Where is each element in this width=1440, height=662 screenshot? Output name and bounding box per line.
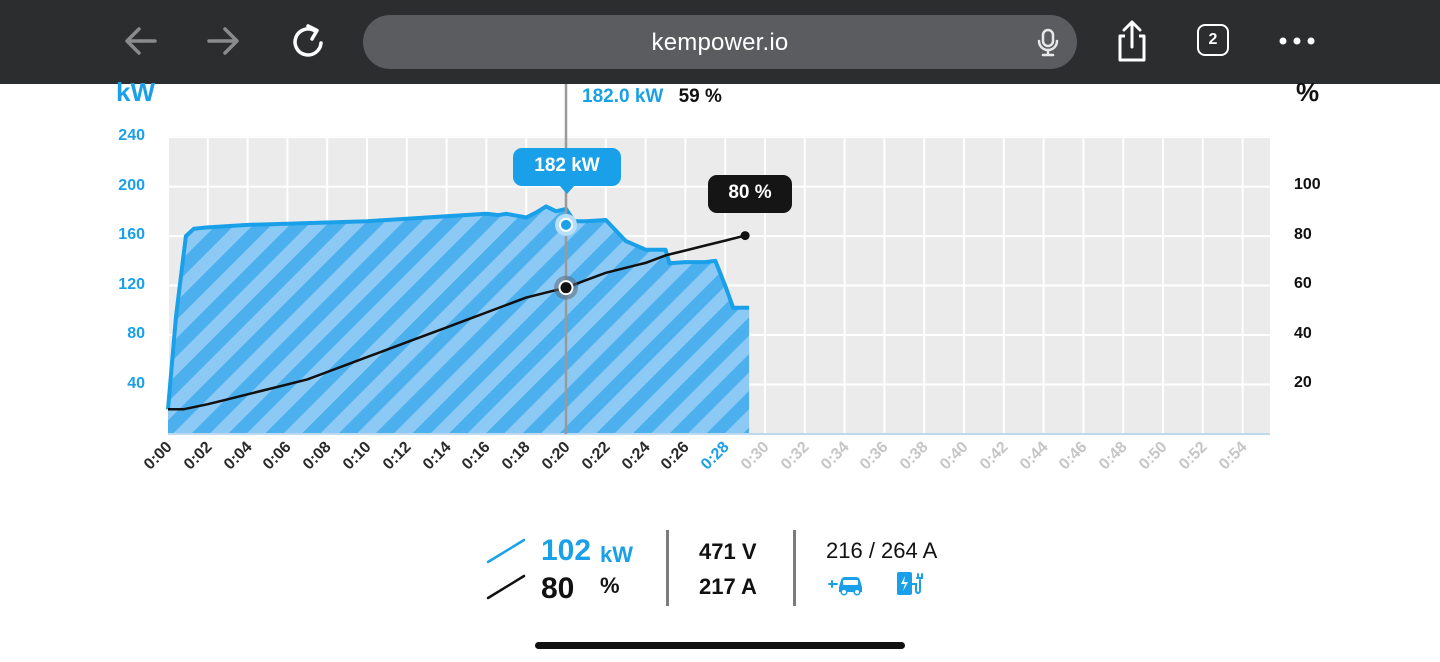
cursor-readout: 182.0 kW 59 % xyxy=(582,86,722,108)
right-y-tick: 60 xyxy=(1294,275,1312,293)
power-value: 102 xyxy=(541,534,592,567)
soc-value: 80 xyxy=(541,572,575,605)
forward-button[interactable] xyxy=(200,18,246,64)
share-icon xyxy=(1118,20,1146,62)
stats-divider-1 xyxy=(666,530,669,606)
reload-icon xyxy=(293,24,323,57)
share-button[interactable] xyxy=(1109,18,1155,64)
current-value: 217 A xyxy=(699,574,757,599)
more-button[interactable] xyxy=(1274,18,1320,64)
left-y-tick: 200 xyxy=(118,176,145,194)
more-icon xyxy=(1279,37,1315,45)
left-y-tick: 160 xyxy=(118,226,145,244)
left-y-tick: 240 xyxy=(118,127,145,145)
microphone-icon[interactable] xyxy=(1037,28,1059,58)
readout-power: 182.0 kW xyxy=(582,86,664,107)
left-axis-unit: kW xyxy=(116,77,155,107)
right-y-tick: 20 xyxy=(1294,374,1312,392)
back-arrow-icon xyxy=(125,27,157,55)
reload-button[interactable] xyxy=(285,18,331,64)
tabs-button[interactable]: 2 xyxy=(1197,24,1229,56)
readout-soc: 59 % xyxy=(678,86,722,107)
soc-line xyxy=(168,234,746,411)
stats-divider-2 xyxy=(793,530,796,606)
car-charging-icon xyxy=(828,577,862,596)
power-unit: kW xyxy=(600,542,633,567)
voltage-value: 471 V xyxy=(699,539,757,564)
right-axis-unit: % xyxy=(1296,77,1320,107)
right-y-tick: 80 xyxy=(1294,225,1312,243)
left-y-tick: 80 xyxy=(127,325,145,343)
right-y-tick: 100 xyxy=(1294,176,1321,193)
power-line xyxy=(166,204,750,410)
power-cursor-point[interactable] xyxy=(559,217,573,232)
soc-end-point xyxy=(740,231,750,241)
soc-cursor-point[interactable] xyxy=(558,280,574,296)
left-y-tick: 120 xyxy=(118,275,145,293)
back-button[interactable] xyxy=(118,18,164,64)
address-bar[interactable]: kempower.io xyxy=(363,15,1077,69)
home-indicator[interactable] xyxy=(535,642,905,649)
current-limits: 216 / 264 A xyxy=(826,538,938,563)
soc-unit: % xyxy=(600,573,620,598)
browser-toolbar: kempower.io 2 xyxy=(0,0,1440,84)
charger-icon xyxy=(897,572,923,595)
left-y-tick: 40 xyxy=(127,374,145,392)
soc-legend-icon xyxy=(486,574,526,600)
soc-tooltip: 80 % xyxy=(708,175,792,213)
power-legend-icon xyxy=(486,538,526,564)
url-text[interactable]: kempower.io xyxy=(651,29,789,56)
right-y-tick: 40 xyxy=(1294,324,1312,342)
forward-arrow-icon xyxy=(207,27,239,55)
power-tooltip: 182 kW xyxy=(513,148,621,194)
